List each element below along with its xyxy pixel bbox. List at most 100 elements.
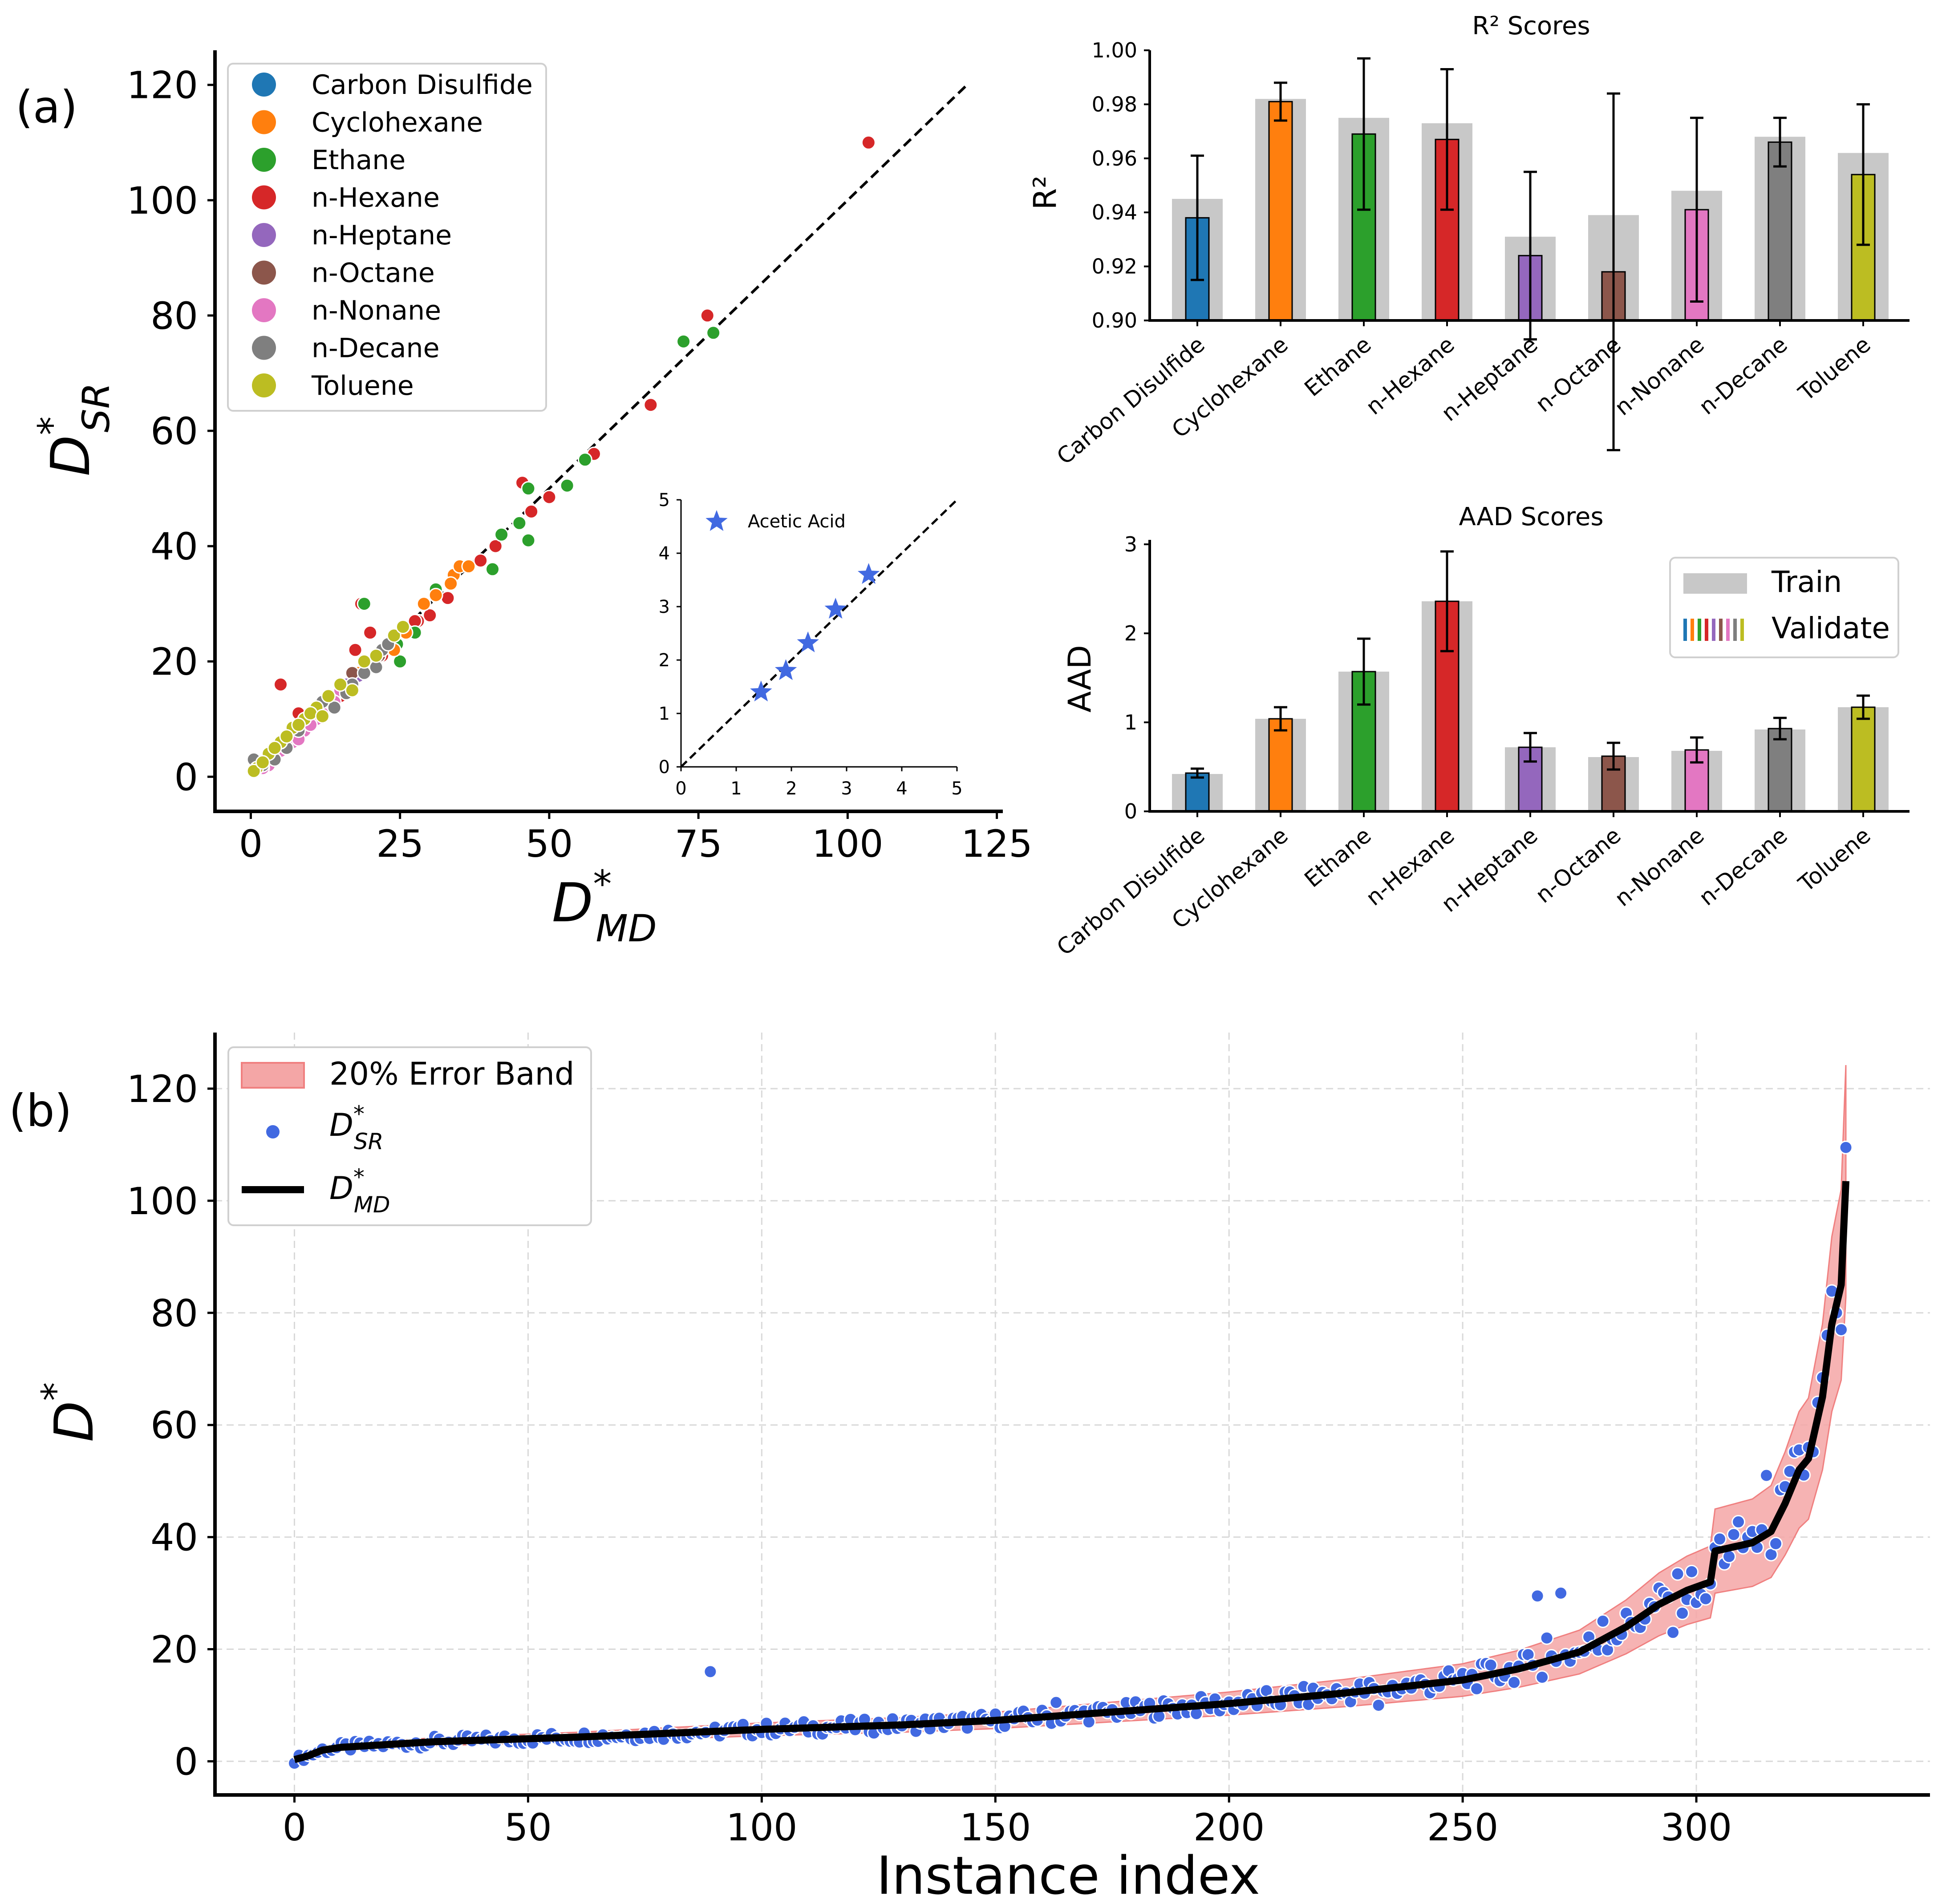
scatter-point-cyclohexane-2	[461, 559, 476, 574]
scatter-legend-label: n-Heptane	[312, 220, 452, 251]
aad-legend-validate-stripe	[1691, 619, 1694, 641]
instance-x-tick-label: 300	[1661, 1806, 1732, 1849]
scatter-point-n-hexane-7	[488, 539, 503, 554]
aad-legend-validate-stripe	[1726, 619, 1730, 641]
instance-sr-point-299	[1685, 1564, 1699, 1579]
aad-legend-train-swatch	[1683, 573, 1747, 594]
scatter-point-cyclohexane-4	[428, 587, 443, 603]
scatter-point-toluene-4	[345, 683, 360, 698]
instance-x-tick-label: 200	[1193, 1806, 1265, 1849]
aad-legend-validate-stripe	[1733, 619, 1737, 641]
aad-legend-validate-stripe	[1698, 619, 1701, 641]
instance-sr-sup: *	[353, 1101, 365, 1127]
scatter-point-ethane-3	[521, 533, 536, 548]
r2-y-tick-label: 0.94	[1092, 200, 1137, 224]
inset-legend-label: Acetic Acid	[748, 511, 846, 532]
scatter-legend-marker	[252, 185, 276, 210]
panel-a-label: (a)	[16, 81, 77, 133]
instance-sr-point-271	[1554, 1586, 1568, 1600]
scatter-legend-marker	[252, 148, 276, 172]
instance-legend-frame	[227, 1046, 592, 1226]
instance-x-tick-label: 250	[1427, 1806, 1498, 1849]
scatter-ylabel-main: D	[40, 435, 102, 476]
scatter-ylabel-sup: *	[30, 417, 73, 435]
instance-sr-point-280	[1596, 1614, 1610, 1629]
instance-sr-point-331	[1834, 1323, 1849, 1337]
scatter-point-ethane-2	[521, 481, 536, 496]
instance-grid	[215, 1033, 1930, 1795]
instance-legend-sr-label: D* SR	[329, 1101, 383, 1155]
instance-ylabel-main: D	[44, 1401, 105, 1442]
inset-diagonal	[680, 499, 958, 768]
scatter-point-ethane-10	[393, 654, 408, 669]
scatter-point-n-decane-6	[327, 700, 342, 715]
instance-legend-band-label: 20% Error Band	[329, 1056, 574, 1092]
scatter-legend-label: Ethane	[312, 145, 405, 176]
scatter-legend-frame	[227, 63, 547, 412]
instance-legend: 20% Error Band D* SR D* MD	[227, 1046, 592, 1226]
scatter-point-ethane-8	[485, 562, 500, 577]
scatter-y-tick-label: 120	[127, 64, 198, 107]
scatter-x-ticks: 0 25 50 75 100 125	[239, 811, 1033, 866]
inset-points	[750, 563, 880, 701]
scatter-point-toluene-17	[255, 755, 270, 770]
inset-diagonal-line	[680, 499, 958, 768]
instance-md-line	[293, 1181, 1849, 1763]
scatter-x-tick-label: 0	[239, 822, 263, 866]
instance-y-tick-label: 80	[150, 1292, 198, 1335]
scatter-point-toluene-5	[333, 677, 348, 692]
scatter-y-tick-label: 60	[150, 409, 198, 453]
aad-y-tick-label: 1	[1124, 710, 1137, 734]
instance-sr-point-295	[1666, 1625, 1680, 1640]
scatter-legend-marker	[252, 336, 276, 360]
inset-point-acetic-acid-1	[774, 659, 797, 680]
r2-title: R² Scores	[1472, 12, 1590, 41]
scatter-x-tick-label: 25	[376, 822, 424, 866]
scatter-xlabel-sub: MD	[596, 907, 657, 950]
scatter-y-tick-label: 80	[150, 294, 198, 338]
scatter-legend-items: Carbon Disulfide Cyclohexane Ethane n-Hexan…	[252, 69, 533, 401]
scatter-y-tick-label: 40	[150, 525, 198, 568]
instance-md-sup: *	[353, 1164, 365, 1190]
inset-legend: Acetic Acid	[705, 510, 846, 532]
aad-bars	[1172, 550, 1889, 812]
scatter-point-toluene-19	[315, 709, 330, 724]
inset-point-acetic-acid-3	[824, 598, 847, 619]
scatter-legend-label: n-Nonane	[312, 295, 441, 326]
r2-validate-bar-cyclohexane	[1268, 101, 1293, 321]
instance-x-tick-label: 50	[504, 1806, 552, 1849]
instance-sr-point-256	[1484, 1658, 1498, 1672]
inset-x-ticks: 0 1 2 3 4 5	[675, 767, 963, 799]
aad-y-label: AAD	[1062, 645, 1098, 713]
instance-x-ticks: 0 50 100 150 200 250 300	[283, 1795, 1732, 1849]
instance-sr-point-268	[1540, 1631, 1554, 1645]
instance-sr-point-267	[1535, 1670, 1549, 1684]
inset-y-tick-label: 4	[659, 543, 670, 564]
scatter-point-n-hexane-0	[861, 135, 876, 150]
aad-title: AAD Scores	[1459, 502, 1603, 531]
inset-legend-star	[705, 510, 728, 531]
instance-x-tick-label: 150	[960, 1806, 1031, 1849]
instance-legend-md-label: D* MD	[329, 1164, 390, 1218]
scatter-xlabel-sup: *	[593, 862, 612, 906]
scatter-point-toluene-16	[291, 717, 306, 733]
scatter-legend-marker	[252, 260, 276, 285]
aad-y-tick-label: 2	[1124, 621, 1137, 645]
inset-x-tick-label: 2	[786, 778, 797, 799]
inset-x-tick-label: 4	[896, 778, 907, 799]
aad-validate-bar-cyclohexane	[1268, 718, 1293, 812]
aad-y-tick-label: 3	[1124, 532, 1137, 556]
r2-y-label: R²	[1027, 176, 1063, 210]
inset-point-acetic-acid-4	[857, 563, 880, 584]
scatter-legend-marker	[252, 73, 276, 97]
scatter-x-tick-label: 75	[675, 822, 722, 866]
scatter-legend-label: n-Octane	[312, 258, 435, 289]
scatter-point-ethane-6	[577, 452, 592, 467]
inset-y-tick-label: 0	[659, 757, 670, 778]
instance-sr-point-232	[1371, 1698, 1386, 1712]
instance-md-sub: MD	[354, 1192, 390, 1218]
scatter-point-ethane-5	[559, 478, 575, 493]
scatter-point-toluene-2	[369, 648, 384, 663]
scatter-legend-marker	[252, 298, 276, 322]
